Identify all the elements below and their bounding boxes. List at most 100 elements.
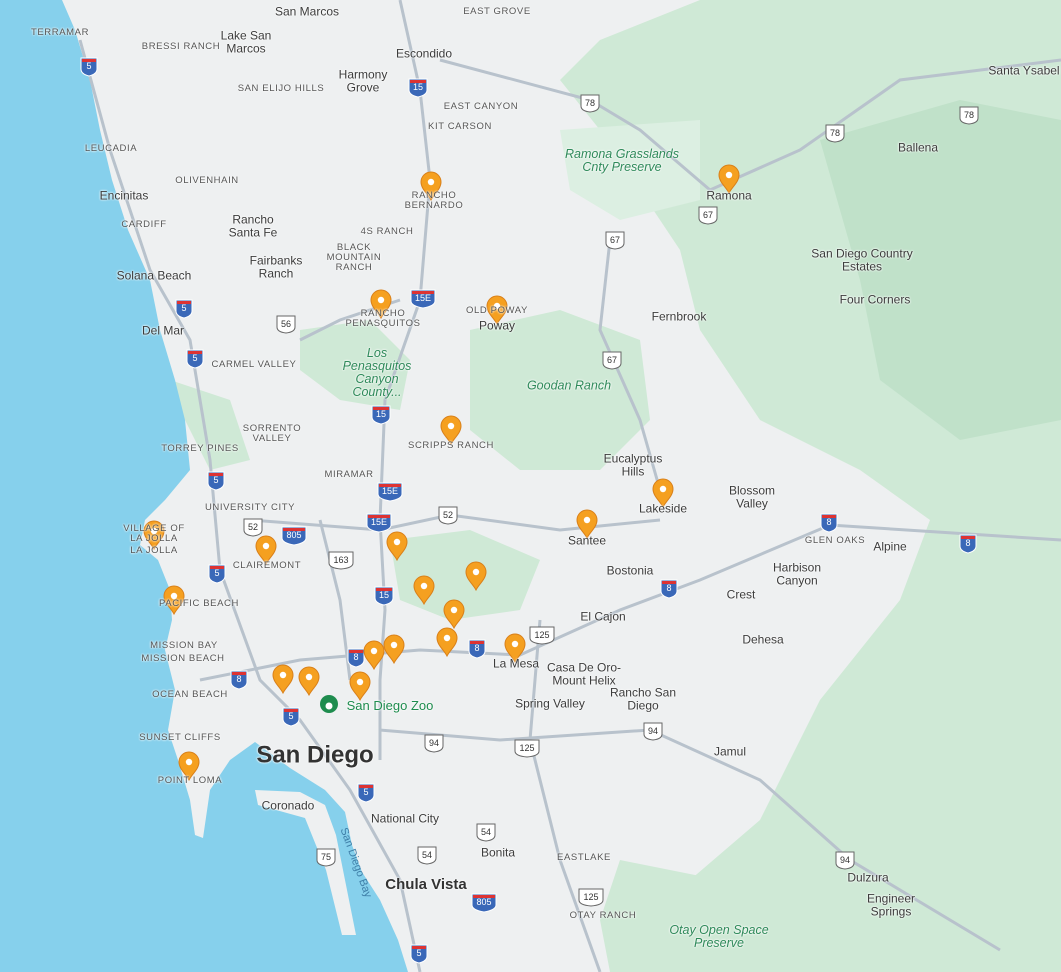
map-pin[interactable] [504, 633, 526, 664]
shield-label: 805 [476, 897, 491, 907]
map-pin[interactable] [255, 535, 277, 566]
map-pin[interactable] [363, 640, 385, 671]
pin-body [718, 164, 740, 195]
shield-body [529, 626, 555, 645]
shield-body [377, 482, 403, 502]
place-label: Ramona Grasslands Cnty Preserve [565, 146, 679, 174]
map-pin[interactable] [163, 585, 185, 616]
shield-label: 125 [583, 892, 598, 902]
place-label: Harbison Canyon [772, 560, 822, 587]
pin-dot [427, 178, 435, 186]
place-label: Alpine [873, 539, 907, 554]
state-route-shield: 125 [578, 888, 604, 907]
shield-band [349, 650, 363, 653]
place-label: LA JOLLA [130, 545, 178, 557]
map-pin[interactable] [370, 289, 392, 320]
shield-label: 8 [236, 674, 241, 684]
pin-body [386, 531, 408, 562]
map-pin[interactable] [576, 509, 598, 540]
place-label: Poway [478, 318, 516, 333]
pin-body [413, 575, 435, 606]
map-pin[interactable] [436, 627, 458, 658]
map-pin[interactable] [349, 671, 371, 702]
shield-body [825, 124, 845, 143]
place-label: Rancho San Diego [609, 685, 677, 712]
map-pin[interactable] [420, 171, 442, 202]
shield-body [230, 670, 248, 690]
shield-band [410, 80, 426, 83]
ocean [0, 0, 408, 972]
state-route-shield: 52 [438, 506, 458, 525]
place-label: SCRIPPS RANCH [408, 440, 494, 452]
map-pin[interactable] [178, 751, 200, 782]
shield-body [476, 823, 496, 842]
shield-label: 52 [248, 522, 258, 532]
pin-dot [185, 758, 193, 766]
shield-body [959, 106, 979, 125]
place-label: Santa Ysabel [988, 63, 1060, 78]
shield-band [188, 351, 202, 354]
shield-body [468, 639, 486, 659]
map-pin[interactable] [443, 599, 465, 630]
shield-label: 163 [333, 555, 348, 565]
pin-body [178, 751, 200, 782]
place-label: Blossom Valley [728, 483, 775, 510]
place-label: PACIFIC BEACH [159, 598, 239, 610]
map-pin[interactable] [143, 520, 165, 551]
place-label: Chula Vista [385, 876, 467, 894]
place-label: EASTLAKE [557, 852, 611, 864]
state-route-shield: 56 [276, 315, 296, 334]
shield-label: 5 [363, 787, 368, 797]
state-route-shield: 54 [417, 846, 437, 865]
place-label: CARDIFF [121, 219, 167, 231]
interstate-shield: 5 [175, 299, 193, 319]
state-route-shield: 67 [698, 206, 718, 225]
shield-label: 125 [519, 743, 534, 753]
shield-label: 54 [422, 850, 432, 860]
state-route-shield: 94 [424, 734, 444, 753]
pin-dot [472, 568, 480, 576]
map-pin[interactable] [383, 634, 405, 665]
map-pin[interactable] [486, 295, 508, 326]
interstate-shield: 5 [186, 349, 204, 369]
pin-dot [393, 538, 401, 546]
shield-body [438, 506, 458, 525]
map-pin[interactable] [465, 561, 487, 592]
map-pin[interactable] [298, 666, 320, 697]
map-pin[interactable] [386, 531, 408, 562]
place-label: Coronado [261, 798, 315, 813]
state-route-shield: 94 [643, 722, 663, 741]
shield-band [822, 515, 836, 518]
map-pin[interactable] [718, 164, 740, 195]
pin-dot [725, 171, 733, 179]
pin-dot [150, 527, 158, 535]
shield-body [186, 349, 204, 369]
pin-dot [356, 678, 364, 686]
interstate-shield: 8 [660, 579, 678, 599]
pin-dot [659, 485, 667, 493]
shield-band [209, 473, 223, 476]
map-pin[interactable] [652, 478, 674, 509]
shield-body [471, 893, 497, 913]
pin-body [143, 520, 165, 551]
map-pin[interactable] [413, 575, 435, 606]
pin-body [576, 509, 598, 540]
pin-dot [447, 422, 455, 430]
map-pin[interactable] [272, 664, 294, 695]
place-label: MISSION BEACH [141, 653, 225, 665]
pin-body [440, 415, 462, 446]
shield-body [207, 471, 225, 491]
shield-band [412, 946, 426, 949]
place-label: SORRENTO VALLEY [242, 423, 302, 444]
shield-body [698, 206, 718, 225]
map-pin[interactable] [440, 415, 462, 446]
interstate-shield: 8 [959, 534, 977, 554]
shield-body [835, 851, 855, 870]
shield-body [316, 848, 336, 867]
place-label: Crest [726, 587, 756, 602]
shield-band [232, 672, 246, 675]
place-label: Four Corners [839, 292, 911, 307]
place-label: Fernbrook [651, 309, 707, 324]
state-route-shield: 125 [514, 739, 540, 758]
interstate-shield: 15E [410, 289, 436, 309]
